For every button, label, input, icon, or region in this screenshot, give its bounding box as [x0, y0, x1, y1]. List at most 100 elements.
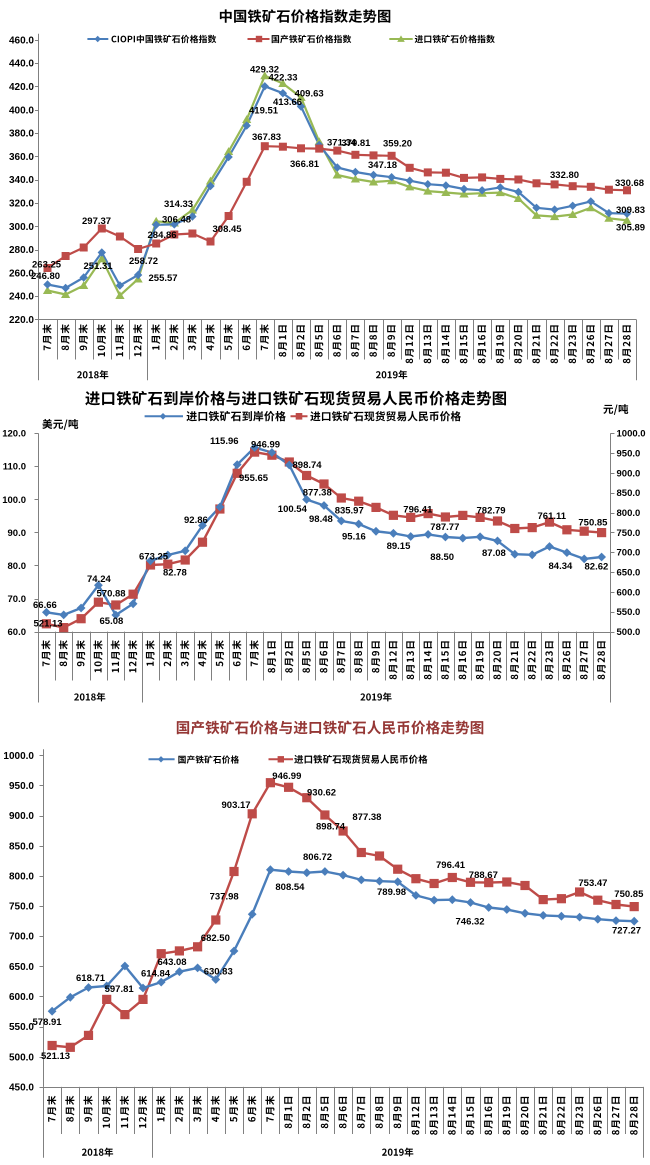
- svg-text:700.0: 700.0: [9, 932, 34, 943]
- svg-text:309.83: 309.83: [616, 205, 645, 216]
- svg-text:806.72: 806.72: [303, 852, 332, 863]
- svg-text:400.0: 400.0: [9, 105, 34, 116]
- svg-text:66.66: 66.66: [33, 600, 57, 611]
- svg-text:360.0: 360.0: [9, 152, 34, 163]
- svg-text:82.62: 82.62: [585, 561, 609, 572]
- svg-text:246.80: 246.80: [31, 271, 60, 282]
- svg-text:450.0: 450.0: [9, 1083, 34, 1094]
- svg-text:429.32: 429.32: [250, 65, 279, 76]
- svg-text:308.45: 308.45: [213, 224, 243, 235]
- svg-text:787.77: 787.77: [430, 522, 459, 533]
- svg-text:255.57: 255.57: [149, 273, 178, 284]
- svg-text:89.15: 89.15: [387, 541, 411, 552]
- svg-text:300.0: 300.0: [9, 222, 34, 233]
- svg-text:898.74: 898.74: [293, 460, 323, 471]
- svg-text:422.33: 422.33: [269, 72, 298, 83]
- svg-text:800.0: 800.0: [617, 508, 641, 519]
- svg-text:100.0: 100.0: [2, 495, 26, 506]
- svg-text:630.83: 630.83: [204, 966, 233, 977]
- svg-text:413.66: 413.66: [273, 97, 302, 108]
- svg-text:251.31: 251.31: [84, 261, 114, 272]
- svg-text:750.85: 750.85: [614, 889, 644, 900]
- svg-text:955.65: 955.65: [239, 473, 269, 484]
- svg-text:850.0: 850.0: [617, 488, 641, 499]
- svg-text:835.97: 835.97: [335, 505, 364, 516]
- svg-text:950.0: 950.0: [617, 449, 641, 460]
- svg-text:737.98: 737.98: [210, 891, 239, 902]
- svg-text:340.0: 340.0: [9, 175, 34, 186]
- svg-text:850.0: 850.0: [9, 841, 34, 852]
- svg-text:950.0: 950.0: [9, 781, 34, 792]
- svg-text:84.34: 84.34: [549, 561, 573, 572]
- svg-text:440.0: 440.0: [9, 59, 34, 70]
- svg-text:263.25: 263.25: [32, 259, 62, 270]
- svg-text:900.0: 900.0: [617, 468, 641, 479]
- svg-text:380.0: 380.0: [9, 129, 34, 140]
- svg-text:761.11: 761.11: [538, 511, 567, 522]
- svg-text:460.0: 460.0: [9, 35, 34, 46]
- svg-text:74.24: 74.24: [87, 574, 111, 585]
- svg-text:600.0: 600.0: [9, 992, 34, 1003]
- svg-text:753.47: 753.47: [578, 878, 607, 889]
- svg-text:750.0: 750.0: [617, 528, 641, 539]
- svg-text:371.34: 371.34: [327, 137, 357, 148]
- svg-text:727.27: 727.27: [612, 925, 641, 936]
- svg-text:220.0: 220.0: [9, 315, 34, 326]
- svg-text:903.17: 903.17: [222, 800, 251, 811]
- svg-text:796.41: 796.41: [403, 504, 433, 515]
- svg-text:115.96: 115.96: [210, 436, 239, 447]
- svg-text:95.16: 95.16: [342, 531, 366, 542]
- svg-text:419.51: 419.51: [249, 105, 279, 116]
- svg-text:98.48: 98.48: [309, 514, 333, 525]
- svg-text:60.0: 60.0: [8, 627, 27, 638]
- svg-text:746.32: 746.32: [456, 916, 485, 927]
- svg-text:643.08: 643.08: [158, 957, 187, 968]
- svg-text:597.81: 597.81: [105, 984, 135, 995]
- svg-text:796.41: 796.41: [436, 860, 466, 871]
- svg-text:80.0: 80.0: [8, 561, 27, 572]
- svg-text:82.78: 82.78: [163, 567, 187, 578]
- svg-text:100.54: 100.54: [278, 504, 308, 515]
- svg-text:500.0: 500.0: [9, 1052, 34, 1063]
- svg-text:650.0: 650.0: [9, 962, 34, 973]
- svg-text:1000.0: 1000.0: [3, 751, 34, 762]
- svg-text:521.13: 521.13: [41, 1051, 70, 1062]
- svg-text:70.0: 70.0: [8, 594, 27, 605]
- svg-text:782.79: 782.79: [477, 505, 506, 516]
- svg-text:260.0: 260.0: [9, 268, 34, 279]
- svg-text:877.38: 877.38: [303, 487, 332, 498]
- svg-text:92.86: 92.86: [184, 515, 208, 526]
- svg-text:682.50: 682.50: [201, 933, 230, 944]
- svg-text:87.08: 87.08: [482, 548, 506, 559]
- svg-text:367.83: 367.83: [252, 132, 281, 143]
- svg-text:1000.0: 1000.0: [617, 429, 646, 440]
- svg-text:332.80: 332.80: [550, 170, 579, 181]
- svg-text:600.0: 600.0: [617, 587, 641, 598]
- svg-text:347.18: 347.18: [368, 160, 397, 171]
- svg-text:570.88: 570.88: [97, 588, 126, 599]
- svg-text:409.63: 409.63: [295, 89, 324, 100]
- svg-text:500.0: 500.0: [617, 627, 641, 638]
- svg-text:673.25: 673.25: [139, 551, 169, 562]
- svg-text:88.50: 88.50: [430, 552, 454, 563]
- svg-text:258.72: 258.72: [129, 256, 158, 267]
- svg-text:110.0: 110.0: [3, 462, 26, 473]
- svg-text:898.74: 898.74: [316, 821, 346, 832]
- svg-text:521.13: 521.13: [34, 618, 63, 629]
- svg-text:650.0: 650.0: [617, 568, 641, 579]
- svg-text:366.81: 366.81: [290, 159, 320, 170]
- svg-text:280.0: 280.0: [9, 245, 34, 256]
- svg-text:800.0: 800.0: [9, 871, 34, 882]
- svg-text:65.08: 65.08: [100, 616, 124, 627]
- svg-text:320.0: 320.0: [9, 199, 34, 210]
- svg-text:946.99: 946.99: [272, 771, 301, 782]
- svg-text:550.0: 550.0: [9, 1022, 34, 1033]
- svg-text:930.62: 930.62: [307, 787, 336, 798]
- svg-text:359.20: 359.20: [383, 139, 412, 150]
- svg-text:750.85: 750.85: [578, 517, 608, 528]
- svg-text:306.48: 306.48: [162, 214, 191, 225]
- svg-text:90.0: 90.0: [8, 528, 27, 539]
- svg-text:750.0: 750.0: [9, 902, 34, 913]
- svg-text:789.98: 789.98: [377, 887, 406, 898]
- svg-text:240.0: 240.0: [9, 292, 34, 303]
